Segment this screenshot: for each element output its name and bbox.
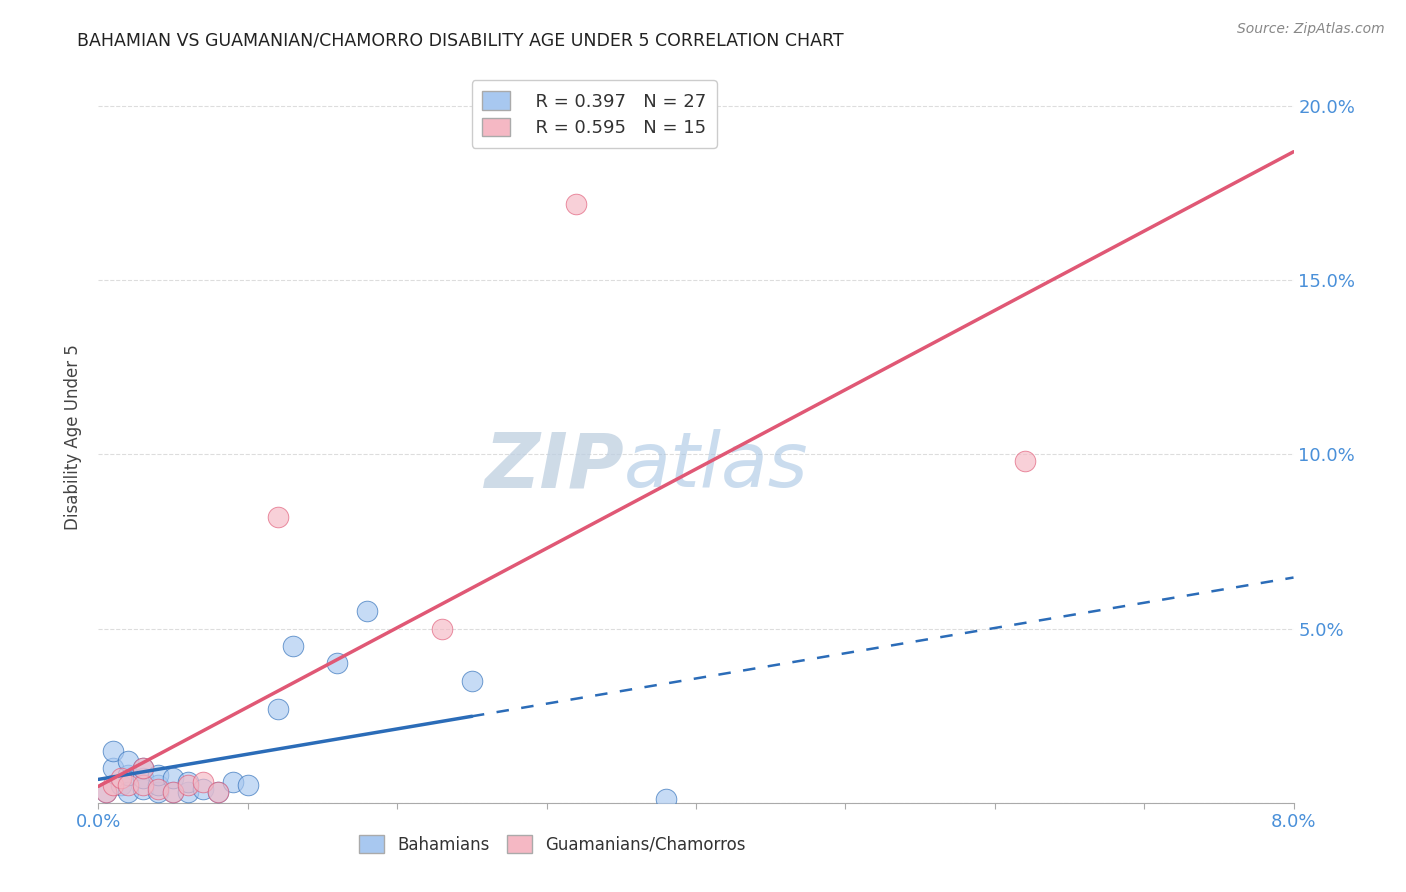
Point xyxy=(177,778,200,792)
Point xyxy=(103,761,125,775)
Point xyxy=(132,761,155,775)
Point xyxy=(148,785,170,799)
Point xyxy=(461,673,484,688)
Point xyxy=(326,657,349,671)
Text: atlas: atlas xyxy=(624,429,808,503)
Point xyxy=(148,768,170,782)
Point xyxy=(267,702,290,716)
Point xyxy=(110,778,132,792)
Text: ZIP: ZIP xyxy=(485,429,624,503)
Point xyxy=(177,785,200,799)
Point xyxy=(94,785,117,799)
Point xyxy=(236,778,259,792)
Point xyxy=(148,781,170,796)
Point xyxy=(1014,454,1036,468)
Point xyxy=(356,604,378,618)
Point xyxy=(132,761,155,775)
Point xyxy=(103,743,125,757)
Point xyxy=(117,754,139,768)
Point xyxy=(281,639,304,653)
Point xyxy=(207,785,229,799)
Point xyxy=(191,781,214,796)
Point xyxy=(565,196,588,211)
Point xyxy=(94,785,117,799)
Point xyxy=(110,772,132,786)
Point xyxy=(222,775,245,789)
Text: Source: ZipAtlas.com: Source: ZipAtlas.com xyxy=(1237,22,1385,37)
Point xyxy=(132,781,155,796)
Point xyxy=(162,785,184,799)
Point xyxy=(103,778,125,792)
Point xyxy=(267,510,290,524)
Point xyxy=(132,772,155,786)
Legend: Bahamians, Guamanians/Chamorros: Bahamians, Guamanians/Chamorros xyxy=(353,829,752,860)
Point xyxy=(117,785,139,799)
Point xyxy=(117,778,139,792)
Point xyxy=(655,792,678,806)
Point xyxy=(162,785,184,799)
Point xyxy=(132,778,155,792)
Point xyxy=(148,778,170,792)
Point xyxy=(430,622,453,636)
Point xyxy=(117,768,139,782)
Point xyxy=(207,785,229,799)
Point xyxy=(177,775,200,789)
Y-axis label: Disability Age Under 5: Disability Age Under 5 xyxy=(65,344,83,530)
Point xyxy=(191,775,214,789)
Point xyxy=(162,772,184,786)
Text: BAHAMIAN VS GUAMANIAN/CHAMORRO DISABILITY AGE UNDER 5 CORRELATION CHART: BAHAMIAN VS GUAMANIAN/CHAMORRO DISABILIT… xyxy=(77,31,844,49)
